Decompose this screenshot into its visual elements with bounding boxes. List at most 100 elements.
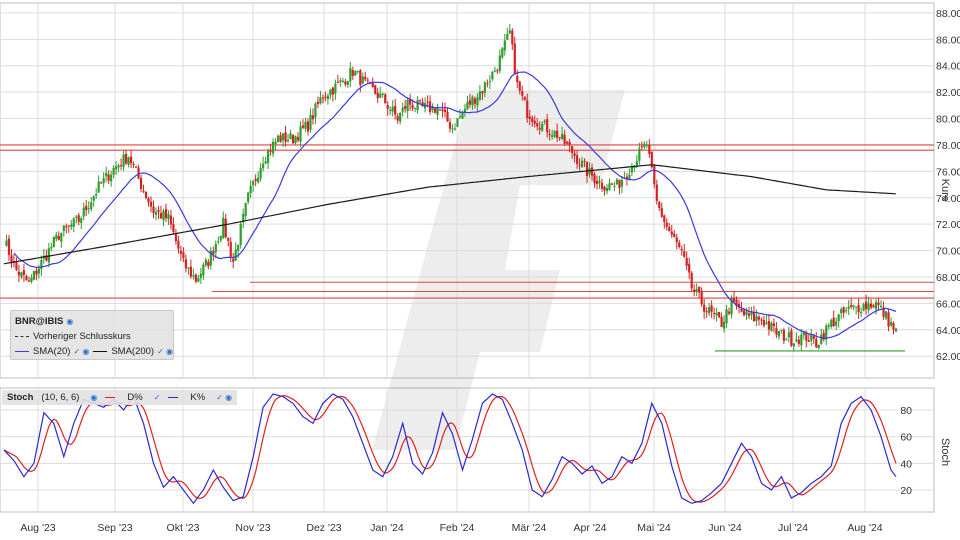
candle-body <box>389 109 392 111</box>
y-tick-label: 70.00 <box>936 246 960 258</box>
candle-body <box>807 340 810 342</box>
candle-body <box>653 165 656 185</box>
candle-body <box>618 179 621 188</box>
candle-body <box>837 314 840 321</box>
candle-body <box>695 288 698 292</box>
candle-body <box>503 40 506 51</box>
candle-body <box>112 167 115 175</box>
candle-body <box>359 70 362 86</box>
x-tick-label: Jun '24 <box>708 522 742 534</box>
candle-body <box>648 144 651 154</box>
candle-body <box>321 97 325 99</box>
x-tick-label: Nov '23 <box>235 522 270 534</box>
candle-body <box>767 320 771 330</box>
candle-body <box>27 280 31 282</box>
candle-body <box>882 307 885 317</box>
candle-body <box>683 251 686 257</box>
candle-body <box>144 191 148 198</box>
candle-body <box>877 302 880 305</box>
y-tick-label: 76.00 <box>936 166 960 178</box>
candle-body <box>650 152 653 168</box>
candle-body <box>575 155 579 164</box>
candle-body <box>678 242 681 248</box>
candle-body <box>551 135 554 137</box>
candle-body <box>705 311 708 313</box>
candle-body <box>244 203 247 217</box>
settings-icon[interactable]: ◉ <box>90 393 98 402</box>
candle-body <box>461 112 464 119</box>
candle-body <box>15 262 18 270</box>
candle-body <box>491 71 494 80</box>
candle-body <box>105 172 108 177</box>
candle-body <box>872 305 875 308</box>
candle-body <box>732 297 736 302</box>
candle-body <box>17 271 21 276</box>
candle-body <box>842 307 845 313</box>
x-tick-label: Mai '24 <box>637 522 671 534</box>
candle-body <box>50 247 53 249</box>
check-icon[interactable]: ✓ ◉ <box>73 347 90 356</box>
candle-body <box>279 135 282 142</box>
candle-body <box>77 215 80 222</box>
candle-body <box>787 332 790 338</box>
candle-body <box>852 305 855 308</box>
candle-body <box>790 330 793 346</box>
main-y-axis-label: Kurs <box>939 179 951 202</box>
candle-body <box>578 164 581 166</box>
candle-body <box>563 134 566 144</box>
candle-body <box>663 215 666 223</box>
candle-body <box>52 237 55 248</box>
candle-body <box>533 120 536 124</box>
candle-body <box>840 309 843 314</box>
candle-body <box>199 273 202 278</box>
y-tick-label: 72.00 <box>936 219 960 231</box>
candle-body <box>259 168 262 179</box>
candle-body <box>812 336 815 339</box>
candle-body <box>625 176 629 179</box>
check-icon[interactable]: ✓ ◉ <box>216 393 233 402</box>
candle-body <box>635 161 638 166</box>
candle-body <box>20 272 23 278</box>
candle-body <box>381 93 384 95</box>
candle-body <box>394 105 397 115</box>
candle-body <box>448 122 452 129</box>
candle-body <box>451 128 454 130</box>
candle-body <box>845 310 848 312</box>
candle-body <box>628 174 631 180</box>
candle-body <box>531 117 534 122</box>
candle-body <box>5 240 8 246</box>
candle-body <box>137 167 140 179</box>
candle-body <box>75 216 78 218</box>
candle-body <box>142 190 145 192</box>
candle-body <box>488 81 491 83</box>
candle-body <box>887 312 890 327</box>
main-y-axis: 62.00 64.00 66.00 68.00 70.00 72.00 74.00 76.00… <box>936 8 960 363</box>
candle-body <box>129 156 133 164</box>
candle-body <box>471 96 474 106</box>
x-tick-label: Okt '23 <box>167 522 200 534</box>
candle-body <box>521 91 524 96</box>
candle-body <box>573 153 576 156</box>
candle-body <box>658 201 661 209</box>
candle-body <box>874 301 878 310</box>
candle-body <box>735 299 738 307</box>
y-tick-label: 78.00 <box>936 140 960 152</box>
candle-body <box>795 339 798 342</box>
candle-body <box>229 241 232 257</box>
candle-body <box>239 223 242 245</box>
candle-body <box>296 136 300 141</box>
check-icon[interactable]: ✓ <box>153 393 161 402</box>
candle-body <box>546 119 549 133</box>
candle-body <box>583 160 586 162</box>
check-icon[interactable]: ✓ ◉ <box>157 347 173 356</box>
settings-icon[interactable]: ◉ <box>66 317 74 326</box>
candle-body <box>222 217 225 239</box>
candle-body <box>189 266 192 277</box>
stoch-tick-label: 40 <box>900 458 912 470</box>
candle-body <box>364 76 367 80</box>
stoch-d-line <box>3 395 897 503</box>
candle-body <box>82 207 85 217</box>
candle-body <box>613 185 616 187</box>
candle-body <box>326 95 330 100</box>
candle-body <box>169 215 173 225</box>
